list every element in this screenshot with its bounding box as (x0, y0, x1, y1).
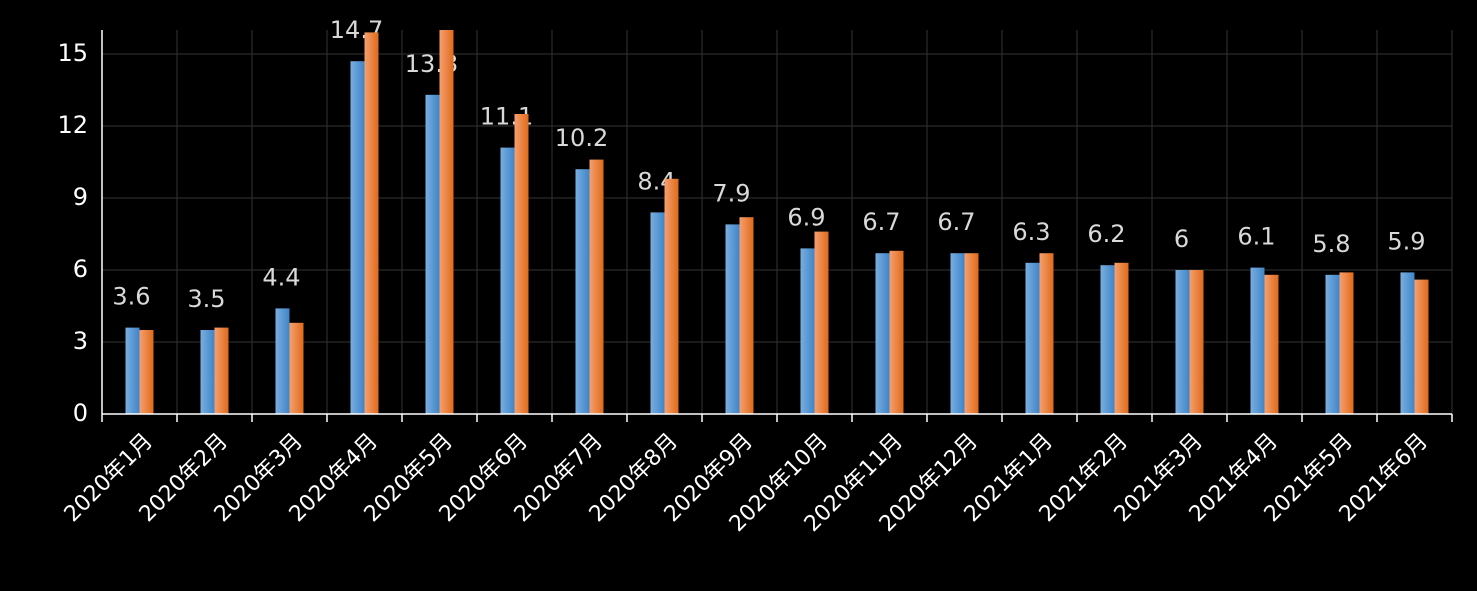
bar (1114, 262, 1129, 414)
bar (500, 147, 515, 414)
value-label: 10.2 (555, 124, 608, 152)
bar (125, 327, 140, 414)
value-label: 6.3 (1012, 218, 1050, 246)
bar (425, 94, 440, 415)
value-label: 3.6 (112, 283, 150, 311)
bar (200, 330, 215, 414)
bar (950, 253, 965, 414)
bar (800, 248, 815, 414)
bar (725, 224, 740, 414)
bar (514, 114, 529, 414)
value-label: 5.9 (1387, 227, 1425, 255)
value-label: 6.1 (1237, 223, 1275, 251)
y-tick-label: 9 (73, 183, 88, 211)
value-label: 4.4 (262, 263, 300, 291)
bar (1025, 262, 1040, 414)
bar (350, 61, 365, 414)
bar (575, 169, 590, 414)
bar (214, 327, 229, 414)
value-label: 6.9 (787, 203, 825, 231)
bar (589, 159, 604, 414)
bar (875, 253, 890, 414)
value-label: 5.8 (1312, 230, 1350, 258)
value-label: 7.9 (712, 179, 750, 207)
bar (739, 217, 754, 414)
bar (889, 250, 904, 414)
bar (275, 308, 290, 414)
y-tick-label: 0 (73, 399, 88, 427)
bar (364, 32, 379, 415)
bar (650, 212, 665, 414)
y-tick-label: 12 (57, 111, 88, 139)
bar (1100, 265, 1115, 414)
bar (1400, 272, 1415, 414)
bar (1414, 279, 1429, 414)
bar (1039, 253, 1054, 414)
bar (1175, 270, 1190, 414)
y-tick-label: 3 (73, 327, 88, 355)
value-label: 6.7 (862, 208, 900, 236)
y-tick-label: 15 (57, 39, 88, 67)
y-tick-label: 6 (73, 255, 88, 283)
bar (964, 253, 979, 414)
bar (289, 322, 304, 414)
bar (1339, 272, 1354, 414)
value-label: 6.2 (1087, 220, 1125, 248)
value-label: 3.5 (187, 285, 225, 313)
bar (1325, 274, 1340, 414)
bar (139, 330, 154, 414)
bar (1264, 274, 1279, 414)
bar (1189, 270, 1204, 414)
bar (1250, 267, 1265, 414)
bar (814, 231, 829, 414)
value-label: 6.7 (937, 208, 975, 236)
bar (664, 178, 679, 414)
value-label: 6 (1174, 225, 1189, 253)
bar (439, 30, 454, 414)
